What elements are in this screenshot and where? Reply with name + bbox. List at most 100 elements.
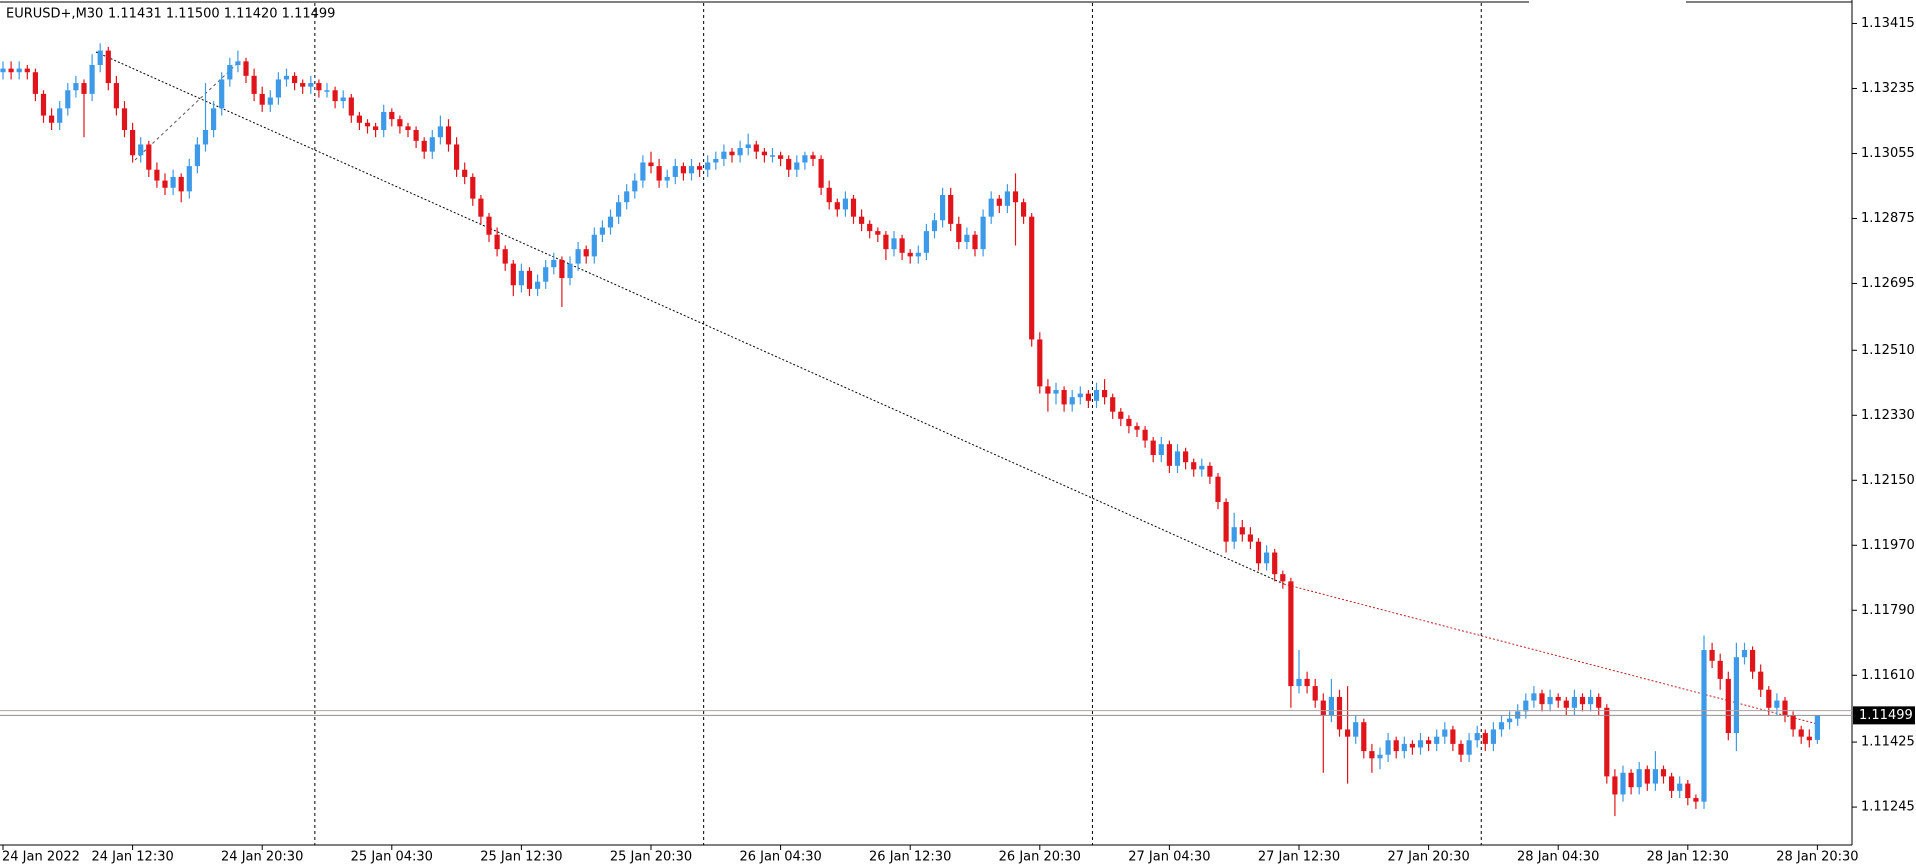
- candle-body: [235, 61, 241, 65]
- candle-body: [1612, 776, 1618, 795]
- candle-body: [194, 144, 200, 167]
- candle-body: [559, 260, 565, 279]
- candle-body: [778, 155, 784, 159]
- candle-body: [972, 234, 978, 250]
- candle-body: [8, 68, 14, 73]
- candle-body: [672, 166, 678, 177]
- candle-body: [1304, 678, 1310, 687]
- candle-body: [1174, 451, 1181, 466]
- candle-body: [283, 75, 290, 80]
- candle-body: [567, 263, 573, 279]
- candle-body: [616, 202, 622, 217]
- candle-body: [65, 90, 71, 109]
- candle-body: [1741, 650, 1748, 658]
- candle-body: [1766, 689, 1772, 708]
- candle-body: [1426, 740, 1432, 744]
- x-tick-label: 24 Jan 20:30: [221, 850, 303, 865]
- candle-body: [267, 97, 273, 105]
- y-tick-label: 1.11245: [1861, 800, 1915, 815]
- price-label-box: [1853, 706, 1915, 725]
- candle-body: [1158, 444, 1164, 455]
- candle-body: [146, 144, 152, 170]
- candle-body: [632, 180, 638, 192]
- candle-body: [251, 75, 257, 94]
- candle-body: [454, 144, 460, 170]
- candle-body: [1085, 393, 1091, 401]
- candle-body: [292, 75, 298, 84]
- candle-body: [1353, 722, 1359, 737]
- candle-body: [1272, 552, 1278, 575]
- candle-body: [1296, 678, 1302, 687]
- candle-body: [1531, 693, 1537, 701]
- candle-body: [1774, 700, 1780, 708]
- candle-body: [1490, 729, 1496, 744]
- candle-body: [510, 263, 516, 286]
- candle-body: [1628, 772, 1634, 788]
- candle-body: [842, 198, 848, 210]
- candle-body: [543, 267, 549, 282]
- candle-body: [57, 108, 63, 123]
- x-tick-label: 25 Jan 12:30: [480, 850, 562, 865]
- candle-body: [308, 83, 314, 87]
- candle-body: [648, 162, 654, 167]
- x-tick-label: 27 Jan 20:30: [1387, 850, 1469, 865]
- candle-body: [1004, 191, 1010, 206]
- candle-body: [551, 260, 557, 268]
- x-tick-label: 26 Jan 12:30: [869, 850, 951, 865]
- candle-body: [1450, 729, 1456, 744]
- candle-body: [923, 231, 929, 253]
- candle-body: [721, 151, 727, 159]
- candle-body: [535, 281, 541, 289]
- candle-body: [186, 166, 192, 192]
- candle-body: [1183, 451, 1189, 463]
- candle-body: [1118, 411, 1124, 419]
- candle-body: [1029, 216, 1035, 340]
- candle-body: [24, 68, 30, 73]
- candle-body: [49, 115, 55, 123]
- x-tick-label: 24 Jan 12:30: [91, 850, 173, 865]
- candle-body: [875, 231, 881, 235]
- candle-body: [0, 68, 6, 73]
- candle-body: [1037, 339, 1043, 387]
- candle-body: [867, 223, 873, 232]
- candle-body: [1320, 700, 1326, 715]
- candle-body: [518, 270, 524, 286]
- y-tick-label: 1.13055: [1861, 146, 1915, 161]
- candle-body: [1110, 397, 1116, 412]
- x-tick-label: 25 Jan 20:30: [610, 850, 692, 865]
- y-tick-label: 1.11970: [1861, 538, 1915, 553]
- candle-body: [640, 162, 646, 181]
- candle-body: [1045, 386, 1051, 394]
- candle-body: [1061, 390, 1067, 405]
- candle-body: [737, 148, 743, 156]
- candle-body: [1790, 715, 1796, 730]
- candle-body: [1231, 527, 1237, 542]
- candle-body: [1758, 671, 1764, 690]
- candle-body: [1369, 751, 1375, 759]
- candle-body: [761, 151, 767, 156]
- candle-body: [1604, 707, 1610, 777]
- candle-body: [154, 169, 160, 181]
- candle-body: [1102, 390, 1108, 398]
- x-tick-label: 24 Jan 2022: [2, 850, 80, 865]
- candle-body: [753, 144, 759, 152]
- candle-body: [624, 191, 630, 203]
- y-tick-label: 1.12695: [1861, 276, 1915, 291]
- candle-body: [170, 176, 176, 188]
- price-label: 1.11499: [1859, 708, 1913, 723]
- candle-body: [591, 234, 597, 257]
- candle-body: [1709, 650, 1715, 661]
- candle-body: [1596, 696, 1602, 708]
- candle-body: [729, 151, 735, 156]
- candle-body: [97, 50, 103, 65]
- candle-body: [300, 83, 306, 87]
- candle-body: [502, 249, 508, 264]
- candle-body: [356, 115, 362, 123]
- candle-body: [1336, 696, 1343, 730]
- candle-body: [664, 176, 670, 181]
- candle-body: [1328, 696, 1334, 715]
- candle-body: [105, 50, 111, 84]
- candle-body: [931, 220, 938, 232]
